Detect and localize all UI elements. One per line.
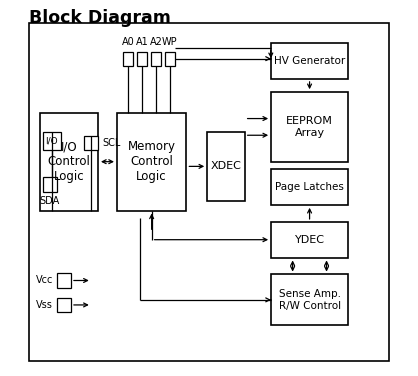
Bar [271, 222, 348, 258]
Text: Block Diagram: Block Diagram [28, 9, 171, 27]
Bar [43, 177, 57, 192]
Bar [207, 132, 245, 201]
Bar [271, 92, 348, 162]
Text: A2: A2 [150, 37, 163, 47]
Bar [84, 136, 99, 150]
Bar [43, 132, 61, 150]
Text: SCL: SCL [102, 138, 120, 148]
Bar [271, 274, 348, 325]
Text: A0: A0 [122, 37, 135, 47]
Bar [151, 52, 161, 66]
Text: XDEC: XDEC [211, 161, 241, 171]
Text: Sense Amp.
R/W Control: Sense Amp. R/W Control [278, 289, 341, 311]
Bar [57, 273, 71, 288]
Text: YDEC: YDEC [295, 235, 325, 245]
Bar [40, 113, 98, 211]
Bar [137, 52, 147, 66]
Text: SDA: SDA [40, 196, 60, 206]
Bar [165, 52, 175, 66]
Text: I/O
Control
Logic: I/O Control Logic [48, 140, 90, 183]
Text: WP: WP [162, 37, 178, 47]
Text: Vss: Vss [36, 300, 53, 310]
Text: Page Latches: Page Latches [275, 182, 344, 192]
Bar [271, 43, 348, 79]
Text: A1: A1 [136, 37, 148, 47]
Text: Vcc: Vcc [36, 276, 53, 285]
Text: Memory
Control
Logic: Memory Control Logic [127, 140, 176, 183]
Text: HV Generator: HV Generator [274, 56, 345, 66]
Bar [271, 169, 348, 205]
Bar [123, 52, 133, 66]
Bar [57, 298, 71, 312]
Bar [117, 113, 186, 211]
Text: EEPROM
Array: EEPROM Array [286, 116, 333, 138]
Text: I/O: I/O [46, 137, 58, 146]
